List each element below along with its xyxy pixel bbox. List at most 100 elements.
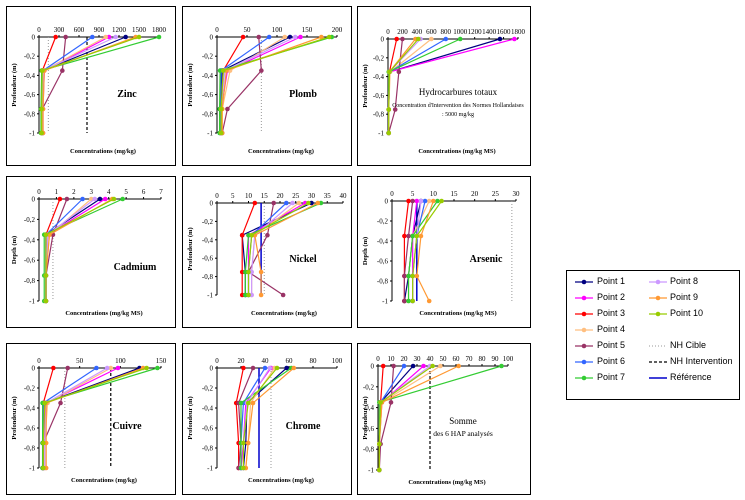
series-line [245,367,295,469]
data-point [377,441,382,447]
data-point [266,34,272,40]
legend-label: NH Cible [670,340,707,350]
legend-marker [655,295,661,301]
x-tick-label: 90 [492,355,500,363]
data-point [402,298,407,304]
legend-label: Point 2 [597,292,626,302]
data-point [53,34,58,40]
data-point [41,465,46,471]
series-line [219,36,332,133]
chart-panel-hydrocarbures: 0 200 400 600 800 1000 1200 1400 1600 1800 0 -0,2 -0… [357,6,531,166]
data-point [241,465,246,471]
series-line [42,367,147,468]
data-point [378,400,383,405]
data-point [156,34,162,40]
data-point [111,196,117,202]
data-point [284,365,289,371]
x-tick-label: 4 [107,188,111,196]
y-tick-label: -0,2 [24,385,36,393]
x-tick-label: 400 [412,28,423,36]
data-point [108,365,114,371]
series-line [41,36,116,133]
chart-subtitle: des 6 HAP analysés [433,429,493,438]
x-tick-label: 800 [441,28,452,36]
x-tick-label: 3 [90,188,94,196]
data-point [388,400,394,405]
data-point [42,400,48,406]
data-point [271,200,276,206]
data-point [396,69,402,75]
chart-panel-chrome: 0 20 40 60 80 100 0 -0,2 -0,4 -0,6 -0,8 -1 Chrome Con… [182,343,352,495]
legend-label: Point 3 [597,308,626,318]
series-line [378,365,424,470]
x-tick-label: 25 [492,190,500,198]
data-point [218,130,224,136]
x-tick-label: 5 [411,190,415,198]
data-point [120,196,125,202]
x-tick-label: 150 [156,357,167,365]
y-tick-label: 0 [32,365,36,373]
series-line [242,367,278,468]
y-tick-label: -0,6 [202,91,214,99]
x-tick-label: 0 [37,26,41,34]
data-point [249,292,254,298]
chart-title: Zinc [117,89,137,100]
y-tick-label: -0,8 [24,445,36,453]
data-point [41,440,46,446]
data-point [106,34,112,40]
data-point [422,198,428,204]
x-axis-label: Concentrations (mg/kg) [248,477,314,484]
x-tick-label: 10 [245,192,253,200]
y-tick-label: -0,2 [24,53,36,61]
x-tick-label: 15 [451,190,459,198]
data-point [401,363,407,369]
y-tick-label: -0,4 [24,236,36,244]
series-line [45,198,115,301]
data-point [426,198,432,204]
x-tick-label: 40 [340,192,348,200]
x-tick-label: 50 [244,26,252,34]
y-tick-label: -0,8 [373,111,385,119]
x-tick-label: 0 [215,357,219,365]
data-point [457,36,463,42]
data-point [426,298,432,304]
data-point [274,365,280,371]
chart-panel-cuivre: 0 50 100 150 0 -0,2 -0,4 -0,6 -0,8 -1 Cuivre Concen… [6,343,176,495]
y-tick-label: -0,6 [363,425,375,433]
data-point [435,198,440,204]
data-point [63,34,68,40]
chart-panel-arsenic: 0 5 10 15 20 25 30 0 -0,2 -0,4 -0,6 -0,8 -1 Arsenic Co… [357,176,531,328]
legend-marker [581,327,587,333]
data-point [497,36,503,42]
x-axis-label: Concentrations (mg/kg) [70,148,136,155]
data-point [245,440,251,446]
chart-svg: 0 200 400 600 800 1000 1200 1400 1600 1800 0 -0,2 -0… [362,28,526,155]
chart-panel-plomb: 0 50 100 150 200 0 -0,2 -0,4 -0,6 -0,8 -1 Plomb Conc… [182,6,352,166]
chart-panel-hap: 0 10 20 30 40 50 60 70 80 90 100 0 -0,2 -0,4 -0,6 -0,8 -… [357,343,531,495]
x-tick-label: 30 [308,192,316,200]
data-point [318,200,324,206]
x-tick-label: 20 [401,355,409,363]
x-tick-label: 2 [72,188,76,196]
data-point [410,363,416,369]
y-tick-label: -0,4 [377,238,389,246]
y-axis-label: Profondeur (m) [187,227,194,270]
y-tick-label: -0,8 [202,110,214,118]
data-point [39,130,44,136]
x-tick-label: 200 [332,26,343,34]
y-tick-label: -1 [378,130,384,138]
data-point [64,196,70,202]
series-line [221,36,262,134]
series-line [251,202,293,295]
x-tick-label: 1200 [112,26,127,34]
legend-svg [575,279,667,381]
data-point [104,365,110,371]
y-axis-label: Depth (m) [362,237,369,265]
data-point [406,198,411,204]
series-line [45,367,144,468]
series-line [40,36,160,133]
data-point [239,292,245,298]
y-tick-label: 0 [371,363,375,371]
y-tick-label: -1 [29,298,35,306]
data-point [431,198,436,204]
